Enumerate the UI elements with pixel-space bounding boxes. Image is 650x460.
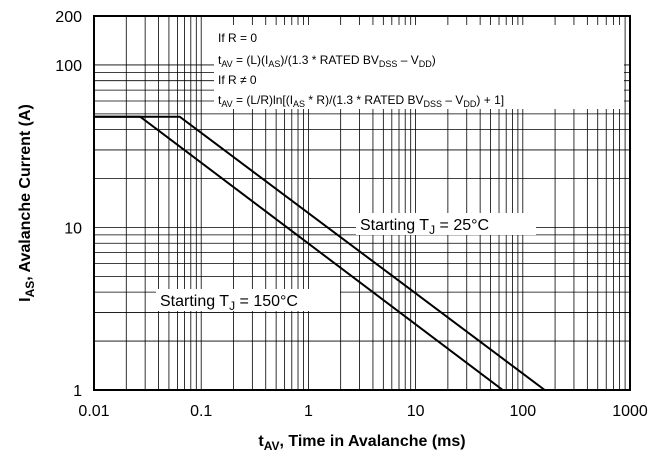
series-label-rest: = 25°C [435, 217, 489, 234]
x-tick-label: 10 [407, 403, 425, 420]
y-axis-label-rest: , Avalanche Current (A) [17, 104, 34, 281]
x-tick-label: 100 [509, 403, 536, 420]
annotation-text: ) [432, 53, 436, 67]
annotation-subscript: AS [268, 59, 280, 69]
annotation-subscript: AS [293, 99, 305, 109]
annotation-text: * R)/(1.3 * RATED BV [305, 93, 423, 107]
x-axis-label-rest: , Time in Avalanche (ms) [279, 433, 465, 450]
x-tick-label: 1000 [612, 403, 648, 420]
y-axis-label-sub: AS [23, 281, 37, 298]
x-tick-label: 0.1 [190, 403, 212, 420]
annotation-text: = (L/R)ln[(I [233, 93, 293, 107]
series-label-background [356, 213, 536, 235]
x-tick-label: 0.01 [78, 403, 109, 420]
annotation-text: t [218, 93, 222, 107]
series-label-rest: = 150°C [235, 293, 298, 310]
annotation-text: If R ≠ 0 [218, 73, 257, 87]
annotation-text: ) + 1] [476, 93, 504, 107]
series-label: Starting TJ = 25°C [360, 217, 489, 237]
tick-labels: 0.01 0.1 1 10 100 1000 1 10 100 200 [55, 9, 648, 420]
annotation-text: If R = 0 [218, 31, 257, 45]
y-tick-label: 10 [64, 220, 82, 237]
annotation-text: = (L)(I [233, 53, 269, 67]
series-line-150c [94, 115, 504, 391]
series-label-background [156, 289, 340, 311]
annotation-line: tAV = (L/R)ln[(IAS * R)/(1.3 * RATED BVD… [218, 93, 504, 109]
series-label: Starting TJ = 150°C [160, 293, 298, 313]
annotation-line: If R ≠ 0 [218, 73, 257, 87]
annotation-text: )/(1.3 * RATED BV [280, 53, 378, 67]
annotation-subscript: DSS [379, 59, 398, 69]
annotation-subscript: DD [463, 99, 476, 109]
x-axis-label-main: t [258, 433, 264, 450]
y-tick-label: 100 [55, 58, 82, 75]
annotation-line: tAV = (L)(IAS)/(1.3 * RATED BVDSS – VDD) [218, 53, 436, 69]
series-line-25c [94, 115, 546, 391]
x-axis-label-sub: AV [264, 439, 280, 453]
annotation-subscript: AV [221, 99, 232, 109]
plot-frame [93, 15, 631, 391]
x-axis-label: tAV, Time in Avalanche (ms) [258, 433, 465, 453]
annotation-subscript: AV [221, 59, 232, 69]
annotation-subscript: DD [419, 59, 432, 69]
series-label-sub: J [429, 223, 435, 237]
annotation-text: t [218, 53, 222, 67]
x-tick-label: 1 [304, 403, 313, 420]
y-tick-label: 1 [73, 383, 82, 400]
y-axis-label: IAS, Avalanche Current (A) [17, 104, 37, 302]
y-axis-label-main: I [17, 297, 34, 301]
series-label-sub: J [229, 299, 235, 313]
y-tick-label: 200 [55, 9, 82, 26]
series-label-main: Starting T [360, 217, 429, 234]
series-label-main: Starting T [160, 293, 229, 310]
annotation-text: – V [442, 93, 463, 107]
annotation-subscript: DSS [424, 99, 443, 109]
annotation-background [214, 25, 624, 109]
annotation-text: – V [397, 53, 418, 67]
annotation-line: If R = 0 [218, 31, 257, 45]
